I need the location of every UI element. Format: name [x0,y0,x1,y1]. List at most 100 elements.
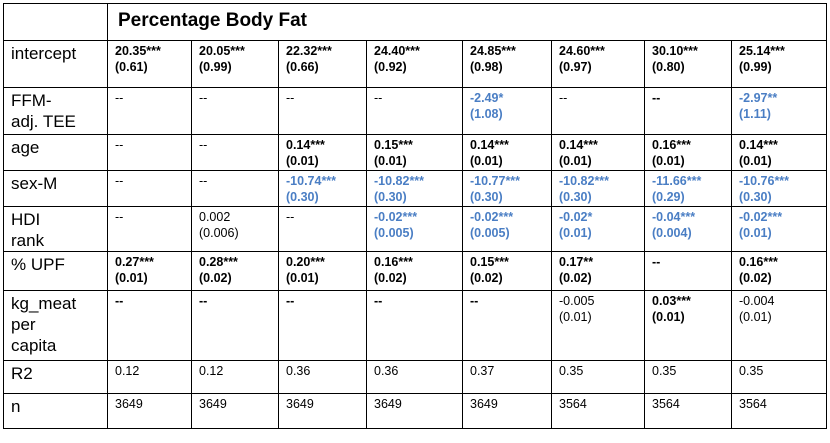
coefficient-cell: -0.005 (0.01) [551,290,645,361]
coefficient-value: -10.82*** [374,174,425,188]
coefficient-value: 0.35 [739,364,764,378]
coefficient-value: -- [286,91,295,105]
coefficient-value: -- [199,138,208,152]
standard-error: (0.01) [559,226,592,240]
standard-error: (0.01) [739,154,772,168]
coefficient-value: 0.35 [652,364,677,378]
standard-error: (1.11) [739,107,771,121]
coefficient-value: 0.35 [559,364,584,378]
coefficient-value: 0.12 [199,364,224,378]
row-label: HDI rank [3,206,108,252]
table-title: Percentage Body Fat [107,3,827,41]
coefficient-cell: -- [551,87,645,135]
row-label-line: intercept [11,44,77,63]
row-label-line: n [11,397,21,416]
coefficient-value: 0.27*** [115,255,154,269]
coefficient-value: 3564 [739,397,767,411]
row-label-line: adj. TEE [11,112,76,131]
coefficient-cell: 22.32*** (0.66) [278,40,367,88]
row-label-line: capita [11,336,57,355]
coefficient-cell: 0.35 [731,360,827,394]
coefficient-value: -- [115,294,124,308]
coefficient-cell: -0.02*** (0.005) [462,206,552,252]
coefficient-value: -10.76*** [739,174,790,188]
coefficient-value: -- [559,91,568,105]
coefficient-cell: 0.36 [278,360,367,394]
standard-error: (0.30) [374,190,407,204]
standard-error: (0.01) [652,310,685,324]
row-label: intercept [3,40,108,88]
coefficient-value: -10.74*** [286,174,337,188]
standard-error: (0.01) [559,310,592,324]
standard-error: (0.005) [470,226,510,240]
coefficient-cell: 0.20*** (0.01) [278,251,367,291]
coefficient-value: 0.14*** [286,138,325,152]
coefficient-cell: 20.05*** (0.99) [191,40,279,88]
coefficient-cell: 0.36 [366,360,463,394]
coefficient-cell: -- [278,290,367,361]
coefficient-cell: -- [107,290,192,361]
coefficient-cell: 0.16*** (0.02) [366,251,463,291]
coefficient-value: 3649 [286,397,314,411]
coefficient-value: -11.66*** [652,174,702,188]
coefficient-cell: -10.82*** (0.30) [366,170,463,207]
row-label: kg_meat per capita [3,290,108,361]
coefficient-cell: 0.16*** (0.01) [644,134,732,171]
coefficient-cell: -0.04*** (0.004) [644,206,732,252]
coefficient-cell: -0.02*** (0.01) [731,206,827,252]
row-label: age [3,134,108,171]
coefficient-value: 0.36 [374,364,399,378]
coefficient-cell: -- [191,290,279,361]
coefficient-value: -- [199,294,208,308]
coefficient-value: 3564 [559,397,587,411]
header-empty-cell [3,3,108,41]
coefficient-cell: -- [644,87,732,135]
coefficient-cell: 0.27*** (0.01) [107,251,192,291]
coefficient-cell: -- [107,170,192,207]
coefficient-value: 3649 [470,397,498,411]
coefficient-value: -0.02*** [374,210,418,224]
table-row: sex-M -- -- -10.74*** (0.30) -10.82*** (0.30) -… [3,170,827,207]
standard-error: (0.02) [559,271,592,285]
standard-error: (0.02) [199,271,232,285]
coefficient-cell: 0.35 [644,360,732,394]
coefficient-cell: -10.76*** (0.30) [731,170,827,207]
coefficient-value: 30.10*** [652,44,698,58]
coefficient-value: 0.15*** [470,255,509,269]
row-label: n [3,393,108,429]
coefficient-cell: 0.14*** (0.01) [462,134,552,171]
coefficient-cell: -- [462,290,552,361]
coefficient-cell: -- [107,134,192,171]
coefficient-cell: -0.004 (0.01) [731,290,827,361]
coefficient-value: -- [286,210,295,224]
coefficient-value: -- [652,255,661,269]
coefficient-cell: -- [191,87,279,135]
standard-error: (0.02) [470,271,503,285]
coefficient-cell: -2.97** (1.11) [731,87,827,135]
table-row: FFM-adj. TEE -- -- -- -- -2.49* (1.08) -- -- -2.9… [3,87,827,135]
coefficient-cell: -- [107,87,192,135]
coefficient-value: -- [115,138,124,152]
coefficient-cell: -0.02* (0.01) [551,206,645,252]
table-row: kg_meat per capita -- -- -- -- -- -0.005 (0.01) 0.… [3,290,827,361]
coefficient-cell: -- [191,170,279,207]
coefficient-value: -2.49* [470,91,504,105]
coefficient-cell: -10.77*** (0.30) [462,170,552,207]
coefficient-value: 24.40*** [374,44,420,58]
coefficient-value: 0.14*** [739,138,778,152]
coefficient-cell: 0.14*** (0.01) [731,134,827,171]
coefficient-cell: -10.74*** (0.30) [278,170,367,207]
coefficient-cell: -- [278,87,367,135]
coefficient-value: 0.16*** [652,138,691,152]
coefficient-value: -2.97** [739,91,778,105]
row-label-line: HDI [11,210,41,229]
coefficient-cell: 0.37 [462,360,552,394]
coefficient-cell: 24.60*** (0.97) [551,40,645,88]
standard-error: (0.01) [115,271,148,285]
coefficient-cell: 3649 [107,393,192,429]
coefficient-value: -- [652,91,661,105]
coefficient-cell: 0.28*** (0.02) [191,251,279,291]
coefficient-value: -0.004 [739,294,775,308]
coefficient-cell: -10.82*** (0.30) [551,170,645,207]
coefficient-value: -- [374,294,383,308]
